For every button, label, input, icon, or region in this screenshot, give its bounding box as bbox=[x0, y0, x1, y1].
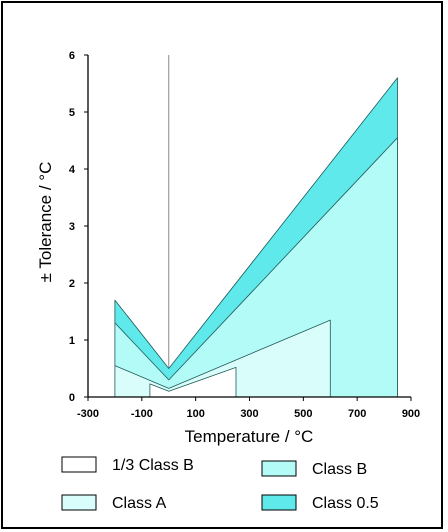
legend-label-class-a: Class A bbox=[112, 495, 167, 512]
x-tick-label: 900 bbox=[402, 408, 420, 420]
x-tick-label: 100 bbox=[186, 408, 204, 420]
x-tick-label: 500 bbox=[294, 408, 312, 420]
x-tick-label: 700 bbox=[348, 408, 366, 420]
legend: 1/3 Class B Class B Class A Class 0.5 bbox=[61, 456, 379, 512]
legend-label-1-3-class-b: 1/3 Class B bbox=[112, 457, 194, 474]
y-axis-title: ± Tolerance / °C bbox=[36, 162, 55, 283]
legend-label-class-0-5: Class 0.5 bbox=[312, 495, 379, 512]
y-tick-label: 3 bbox=[69, 221, 75, 233]
x-tick-label: -300 bbox=[77, 408, 99, 420]
legend-label-class-b: Class B bbox=[312, 461, 367, 478]
legend-swatch-class-0-5 bbox=[261, 494, 297, 511]
x-tick-label: -100 bbox=[131, 408, 153, 420]
axes: 0 1 2 3 4 5 6 -300 -100 100 300 500 700 900 bbox=[69, 50, 420, 420]
y-tick-label: 2 bbox=[69, 278, 75, 290]
y-tick-label: 6 bbox=[69, 50, 75, 62]
band-1-3-class-b bbox=[149, 366, 237, 398]
y-tick-label: 4 bbox=[69, 164, 76, 176]
y-tick-label: 1 bbox=[69, 335, 75, 347]
x-tick-label: 300 bbox=[240, 408, 258, 420]
x-axis-title: Temperature / °C bbox=[185, 427, 314, 446]
legend-swatch-class-a bbox=[61, 494, 97, 511]
y-tick-label: 5 bbox=[69, 107, 75, 119]
legend-swatch-class-b bbox=[261, 460, 297, 477]
band-class-a bbox=[114, 319, 331, 398]
y-tick-label: 0 bbox=[69, 392, 75, 404]
plot-area bbox=[114, 55, 398, 398]
legend-swatch-1-3-class-b bbox=[61, 456, 97, 473]
